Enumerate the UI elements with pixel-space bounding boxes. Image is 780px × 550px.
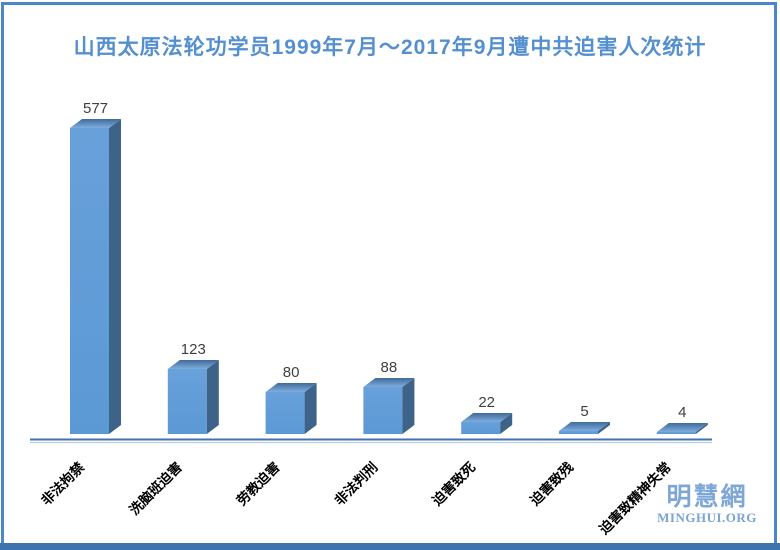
bar-side-face [206,360,219,434]
bar-side-face [304,383,317,434]
category-label: 洗脑班迫害 [126,459,185,518]
bar-side-face [500,413,513,434]
bar-top-face [559,422,610,431]
bar-front-face [265,392,305,434]
bar-value-label: 123 [181,341,206,358]
bar-side-face [598,422,610,434]
bar-front-face [461,422,501,434]
chart-title: 山西太原法轮功学员1999年7月～2017年9月遭中共迫害人次统计 [73,36,707,59]
bar-top-face [70,119,121,128]
category-label: 非法拘禁 [38,458,88,508]
bar-top-face [167,360,219,369]
category-label: 迫害致死 [428,458,479,509]
bar-front-face [559,431,598,434]
bar-front-face [70,128,109,434]
bar-top-face [461,413,513,422]
bar-top-face [265,383,317,392]
page-bottom-bar [0,543,780,550]
bar-value-label: 4 [678,404,686,421]
minghui-watermark: 明慧網 MINGHUI.ORG [656,484,758,525]
watermark-latin-text: MINGHUI.ORG [657,510,757,526]
bar-side-face [109,119,121,434]
bar-front-face [656,432,696,434]
category-label: 迫害致残 [526,458,577,509]
bar-top-face [656,423,708,432]
category-label: 劳教迫害 [233,459,282,508]
bar-value-label: 88 [381,359,398,376]
bar-group-5: 5 迫害致残 [526,403,610,509]
category-label: 非法判刑 [331,459,380,508]
bar-group-4: 22 迫害致死 [428,394,513,509]
bar-front-face [167,369,207,434]
bar-value-label: 577 [83,100,108,117]
bar-group-2: 80 劳教迫害 [233,364,317,508]
bar-group-0: 577 非法拘禁 [38,100,121,508]
bar-top-face [363,378,415,387]
watermark-cjk-text: 明慧網 [666,483,748,511]
bar-value-label: 80 [283,364,300,381]
bar-group-3: 88 非法判刑 [331,359,415,508]
bar-side-face [402,378,415,434]
bar-group-1: 123 洗脑班迫害 [126,341,219,518]
bar-side-face [695,423,708,434]
bar-value-label: 5 [580,403,588,420]
bar-value-label: 22 [478,394,495,411]
bar-front-face [363,387,403,434]
